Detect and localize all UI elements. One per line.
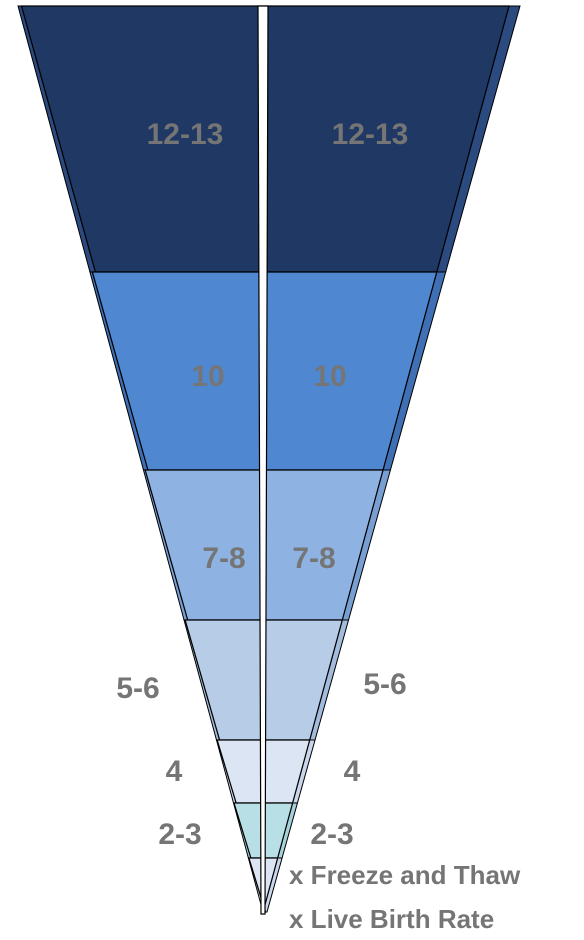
segment-6-right-label: 2-3 [310, 818, 353, 851]
segment-3-right-label: 7-8 [292, 542, 335, 575]
segment-2-left-label: 10 [191, 360, 224, 393]
segment-4-right-label: 5-6 [363, 668, 406, 701]
segment-3-left-label: 7-8 [202, 542, 245, 575]
segment-2-right-label: 10 [313, 360, 346, 393]
funnel-labels: 12-13 12-13 10 10 7-8 7-8 5-6 5-6 4 4 2-3 2-3 [116, 118, 408, 851]
segment-5-left-label: 4 [166, 755, 183, 788]
funnel-segments [17, 5, 521, 913]
center-divider-bar [257, 5, 269, 915]
segment-6-left-label: 2-3 [158, 818, 201, 851]
legend-live-birth-rate: x Live Birth Rate [289, 904, 494, 934]
legend-freeze-and-thaw: x Freeze and Thaw [289, 860, 521, 890]
segment-1-right-label: 12-13 [332, 118, 409, 151]
segment-1-left-label: 12-13 [147, 118, 224, 151]
segment-4-left-label: 5-6 [116, 672, 159, 705]
segment-5-right-label: 4 [344, 755, 361, 788]
center-divider [257, 5, 269, 915]
